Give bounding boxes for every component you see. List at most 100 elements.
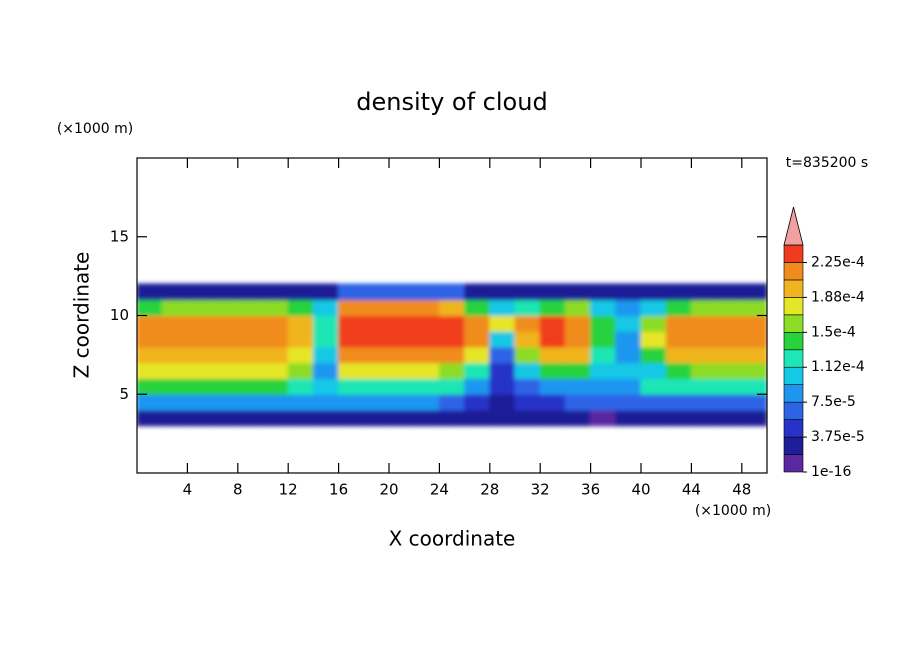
x-tick-label: 32 xyxy=(531,481,550,499)
contour-cells xyxy=(137,283,767,427)
contour-cell xyxy=(287,409,314,427)
contour-cell xyxy=(564,283,592,301)
contour-cell xyxy=(640,409,667,427)
contour-cell xyxy=(438,299,466,316)
colorbar-tick-label: 3.75e-5 xyxy=(811,429,865,445)
contour-cell xyxy=(388,393,415,411)
contour-cell xyxy=(262,330,289,348)
contour-cell xyxy=(388,330,415,348)
contour-cell xyxy=(186,393,214,411)
contour-cell xyxy=(514,346,541,364)
contour-cell xyxy=(741,330,767,348)
contour-cell xyxy=(161,330,188,348)
contour-cell xyxy=(741,393,767,411)
contour-cell xyxy=(413,283,440,301)
contour-cell xyxy=(413,378,440,395)
contour-cell xyxy=(716,378,743,395)
y-tick-label: 10 xyxy=(110,306,129,324)
contour-cell xyxy=(212,378,239,395)
y-axis-label: Z coordinate xyxy=(70,252,94,379)
contour-field xyxy=(137,283,767,427)
x-tick-label: 44 xyxy=(682,481,701,499)
contour-cell xyxy=(312,283,340,301)
contour-cell xyxy=(716,299,743,316)
contour-cell xyxy=(312,299,340,316)
contour-cell xyxy=(489,409,516,427)
contour-cell xyxy=(539,346,566,364)
colorbar-band xyxy=(783,279,804,298)
colorbar-band xyxy=(783,401,804,420)
contour-cell xyxy=(564,299,592,316)
contour-cell xyxy=(212,330,239,348)
contour-cell xyxy=(464,378,491,395)
contour-cell xyxy=(237,299,264,316)
contour-cell xyxy=(388,283,415,301)
contour-cell xyxy=(564,378,592,395)
colorbar-tick-label: 2.25e-4 xyxy=(811,254,865,270)
contour-cell xyxy=(137,362,163,379)
contour-cell xyxy=(665,362,692,379)
contour-cell xyxy=(564,362,592,379)
contour-cell xyxy=(413,393,440,411)
contour-cell xyxy=(464,299,491,316)
contour-cell xyxy=(363,283,390,301)
axes: 4 8 12 16 20 24 28 32 36 40 44 48510151e-163.75e-57… xyxy=(110,157,865,499)
contour-cell xyxy=(262,346,289,364)
contour-cell xyxy=(640,330,667,348)
contour-cell xyxy=(489,378,516,395)
y-unit: (×1000 m) xyxy=(57,121,133,137)
x-unit: (×1000 m) xyxy=(695,503,771,519)
contour-cell xyxy=(363,378,390,395)
contour-cell xyxy=(212,283,239,301)
colorbar-tick-label: 1.12e-4 xyxy=(811,359,865,375)
contour-cell xyxy=(338,330,365,348)
contour-cell xyxy=(539,283,566,301)
contour-cell xyxy=(413,315,440,332)
contour-cell xyxy=(287,393,314,411)
colorbar-band xyxy=(783,297,804,316)
y-tick-label: 5 xyxy=(119,385,129,403)
contour-cell xyxy=(363,346,390,364)
contour-cell xyxy=(237,315,264,332)
colorbar-band xyxy=(783,419,804,438)
colorbar-tick-label: 7.5e-5 xyxy=(811,394,856,410)
contour-cell xyxy=(741,362,767,379)
colorbar-tick-label: 1e-16 xyxy=(811,464,851,480)
contour-cell xyxy=(186,378,214,395)
contour-cell xyxy=(615,409,642,427)
contour-cell xyxy=(615,315,642,332)
contour-cell xyxy=(665,283,692,301)
contour-cell xyxy=(489,330,516,348)
contour-cell xyxy=(388,378,415,395)
contour-cell xyxy=(338,378,365,395)
contour-cell xyxy=(312,362,340,379)
contour-cell xyxy=(615,330,642,348)
contour-cell xyxy=(438,378,466,395)
contour-cell xyxy=(665,409,692,427)
contour-cell xyxy=(161,409,188,427)
contour-cell xyxy=(640,393,667,411)
contour-cell xyxy=(741,315,767,332)
contour-cell xyxy=(237,346,264,364)
contour-cell xyxy=(539,315,566,332)
contour-cell xyxy=(514,409,541,427)
contour-cell xyxy=(665,299,692,316)
contour-cell xyxy=(489,283,516,301)
contour-cell xyxy=(514,330,541,348)
contour-cell xyxy=(312,346,340,364)
x-tick-label: 40 xyxy=(631,481,650,499)
contour-cell xyxy=(741,346,767,364)
contour-cell xyxy=(640,283,667,301)
contour-cell xyxy=(413,346,440,364)
contour-cell xyxy=(690,299,718,316)
contour-cell xyxy=(539,362,566,379)
contour-cell xyxy=(312,378,340,395)
contour-cell xyxy=(161,362,188,379)
contour-cell xyxy=(262,362,289,379)
contour-cell xyxy=(690,346,718,364)
contour-cell xyxy=(690,393,718,411)
contour-cell xyxy=(716,346,743,364)
x-tick-label: 12 xyxy=(279,481,298,499)
contour-cell xyxy=(615,362,642,379)
contour-cell xyxy=(514,362,541,379)
